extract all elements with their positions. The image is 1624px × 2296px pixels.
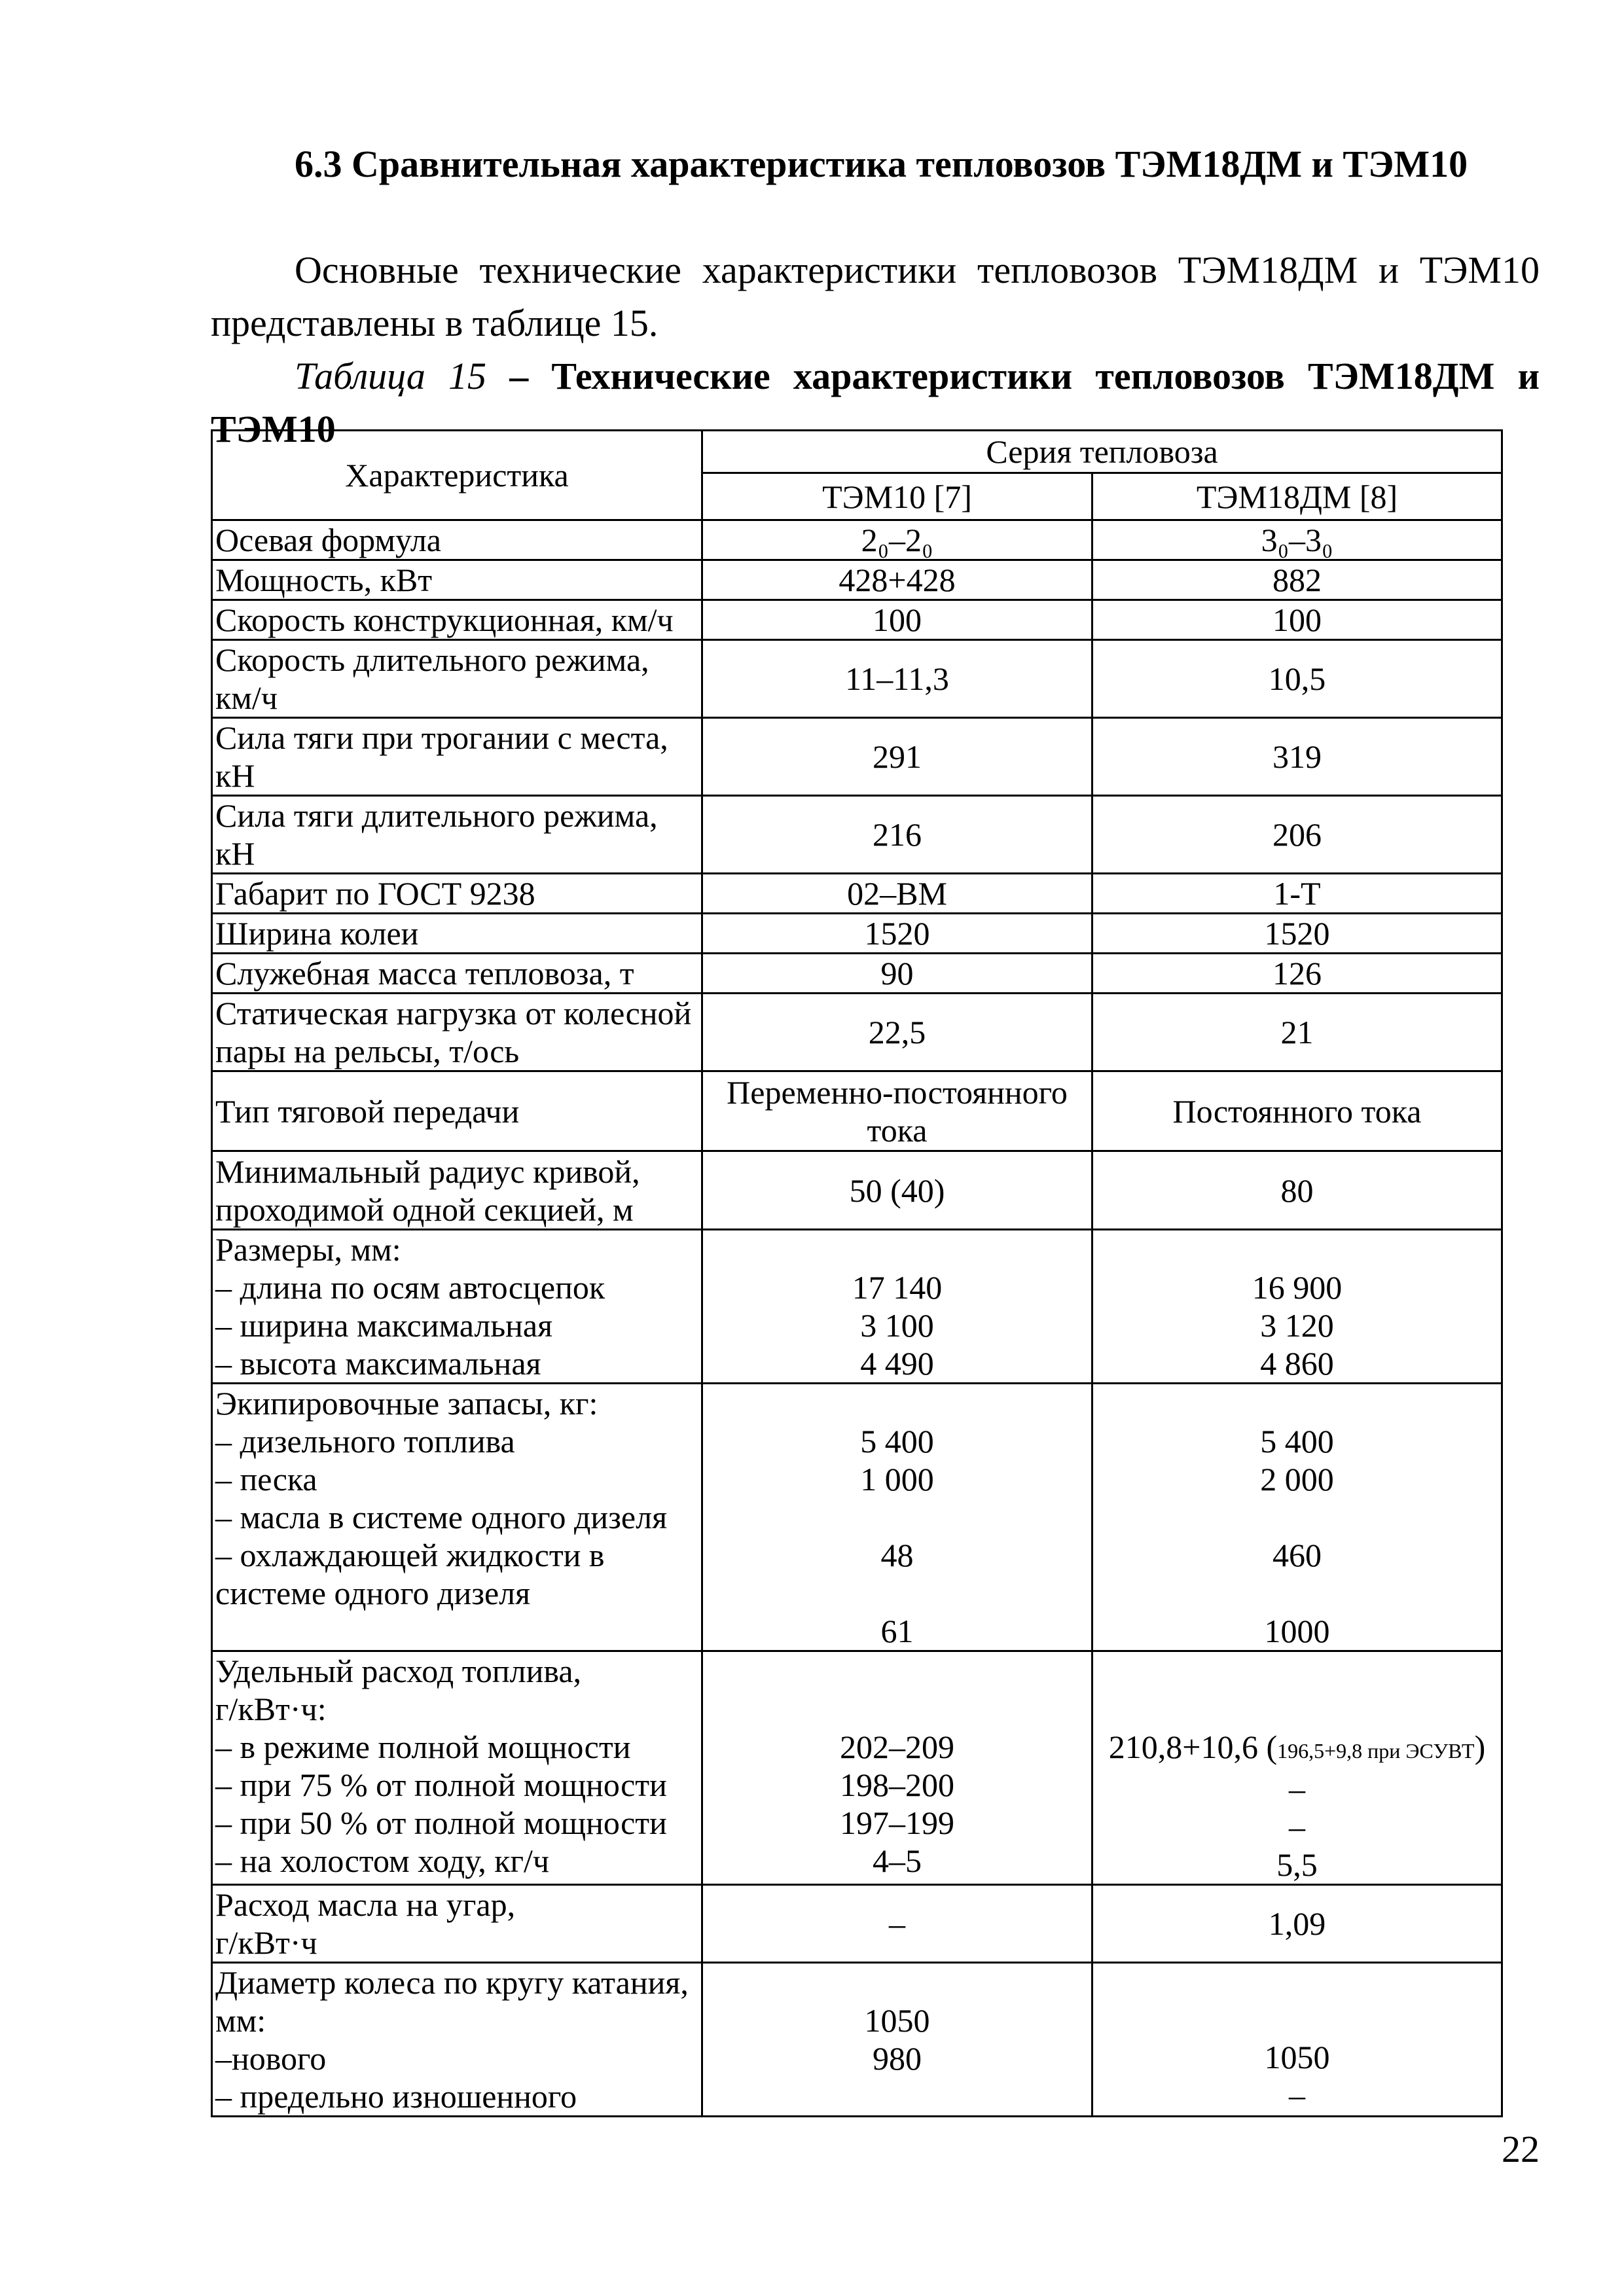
row-label: Минимальный радиус кривой, проходимой од… xyxy=(211,1150,703,1230)
tem18dm-value: 1520 xyxy=(1091,912,1503,954)
tem10-value: 22,5 xyxy=(701,992,1093,1072)
tem18dm-value: Постоянного тока xyxy=(1091,1070,1503,1152)
table-row: Сила тяги при трогании с места, кН 291 319 xyxy=(211,717,1503,797)
tem10-value: – xyxy=(701,1884,1093,1964)
tem10-value: 50 (40) xyxy=(701,1150,1093,1230)
row-label: Служебная масса тепловоза, т xyxy=(211,952,703,994)
tem18dm-value: 126 xyxy=(1091,952,1503,994)
fuel-full-power-value: 210,8+10,6 ( xyxy=(1108,1729,1278,1765)
tem18dm-value: 10,5 xyxy=(1091,639,1503,719)
tem10-value: 428+428 xyxy=(701,559,1093,601)
row-label: Диаметр колеса по кругу катания, мм: –но… xyxy=(211,1962,703,2117)
row-label: Габарит по ГОСТ 9238 xyxy=(211,872,703,914)
table-row: Габарит по ГОСТ 9238 02–ВМ 1-Т xyxy=(211,872,1503,914)
table-row: Минимальный радиус кривой, проходимой од… xyxy=(211,1150,1503,1230)
tem18dm-value: 21 xyxy=(1091,992,1503,1072)
tem10-value: 17 140 3 100 4 490 xyxy=(701,1229,1093,1384)
row-label: Статическая нагрузка от колесной пары на… xyxy=(211,992,703,1072)
row-label: Мощность, кВт xyxy=(211,559,703,601)
tem10-value: 02–ВМ xyxy=(701,872,1093,914)
table-row: Тип тяговой передачи Переменно-постоянног… xyxy=(211,1070,1503,1152)
table-row: Ширина колеи 1520 1520 xyxy=(211,912,1503,954)
specs-table: Характеристика Серия тепловоза ТЭМ10 [7]… xyxy=(211,429,1503,2117)
row-label: Экипировочные запасы, кг: – дизельного т… xyxy=(211,1382,703,1652)
tem18dm-value: 16 900 3 120 4 860 xyxy=(1091,1229,1503,1384)
table-caption: Таблица 15 – Технические характеристики … xyxy=(211,350,1540,456)
header-characteristic: Характеристика xyxy=(211,429,703,521)
tem10-value: 100 xyxy=(701,599,1093,641)
table-row: Расход масла на угар, г/кВт·ч –1,09 xyxy=(211,1884,1503,1964)
table-row: Скорость конструкционная, км/ч 100 100 xyxy=(211,599,1503,641)
tem18dm-value: 882 xyxy=(1091,559,1503,601)
table-row: Осевая формула 2₀–2₀ 3₀–3₀ xyxy=(211,519,1503,561)
row-label: Удельный расход топлива, г/кВт·ч: – в ре… xyxy=(211,1650,703,1886)
table-row: Диаметр колеса по кругу катания, мм: –но… xyxy=(211,1962,1503,2117)
header-series: Серия тепловоза xyxy=(701,429,1503,474)
table-row: Скорость длительного режима, км/ч 11–11,3… xyxy=(211,639,1503,719)
tem18dm-value: 3₀–3₀ xyxy=(1091,519,1503,561)
tem10-value: 2₀–2₀ xyxy=(701,519,1093,561)
table-row: Статическая нагрузка от колесной пары на… xyxy=(211,992,1503,1072)
tem10-value: 216 xyxy=(701,795,1093,874)
row-label: Скорость конструкционная, км/ч xyxy=(211,599,703,641)
header-tem18dm: ТЭМ18ДМ [8] xyxy=(1091,472,1503,521)
section-heading: 6.3 Сравнительная характеристика теплово… xyxy=(295,143,1468,185)
row-label: Размеры, мм: – длина по осям автосцепок … xyxy=(211,1229,703,1384)
tem10-value: 90 xyxy=(701,952,1093,994)
caption-dash: – xyxy=(486,355,552,397)
tem18dm-value: 206 xyxy=(1091,795,1503,874)
fuel-note-close: ) xyxy=(1474,1729,1486,1765)
table-subheader-row: ТЭМ10 [7] ТЭМ18ДМ [8] xyxy=(212,472,1503,521)
tem18dm-value: 210,8+10,6 (196,5+9,8 при ЭСУВТ) – – 5,5 xyxy=(1091,1650,1503,1886)
table-row: Размеры, мм: – длина по осям автосцепок … xyxy=(211,1229,1503,1384)
fuel-other-values: – – 5,5 xyxy=(1276,1770,1318,1883)
tem10-value: 1050 980 xyxy=(701,1962,1093,2117)
caption-title: Технические характеристики тепловозов ТЭ… xyxy=(211,355,1540,450)
intro-paragraph: Основные технические характеристики тепл… xyxy=(211,249,1540,344)
tem18dm-value: 80 xyxy=(1091,1150,1503,1230)
page-number: 22 xyxy=(1502,2128,1540,2170)
tem10-value: 1520 xyxy=(701,912,1093,954)
tem18dm-value: 100 xyxy=(1091,599,1503,641)
caption-label: Таблица 15 xyxy=(295,355,487,397)
row-label: Ширина колеи xyxy=(211,912,703,954)
tem18dm-value: 1,09 xyxy=(1091,1884,1503,1964)
row-label: Сила тяги при трогании с места, кН xyxy=(211,717,703,797)
table-row: Удельный расход топлива, г/кВт·ч: – в ре… xyxy=(211,1650,1503,1886)
tem18dm-value: 1050 – xyxy=(1091,1962,1503,2117)
row-label: Тип тяговой передачи xyxy=(211,1070,703,1152)
row-label: Сила тяги длительного режима, кН xyxy=(211,795,703,874)
table-row: Сила тяги длительного режима, кН 216 206 xyxy=(211,795,1503,874)
table-row: Служебная масса тепловоза, т 90 126 xyxy=(211,952,1503,994)
table-row: Экипировочные запасы, кг: – дизельного т… xyxy=(211,1382,1503,1652)
tem10-value: 5 400 1 000 48 61 xyxy=(701,1382,1093,1652)
fuel-note: 196,5+9,8 при ЭСУВТ xyxy=(1277,1739,1475,1763)
row-label: Скорость длительного режима, км/ч xyxy=(211,639,703,719)
tem18dm-value: 319 xyxy=(1091,717,1503,797)
tem10-value: 11–11,3 xyxy=(701,639,1093,719)
table-row: Мощность, кВт 428+428 882 xyxy=(211,559,1503,601)
tem18dm-value: 1-Т xyxy=(1091,872,1503,914)
tem18dm-value: 5 400 2 000 460 1000 xyxy=(1091,1382,1503,1652)
row-label: Расход масла на угар, г/кВт·ч xyxy=(211,1884,703,1964)
tem10-value: 202–209 198–200 197–199 4–5 xyxy=(701,1650,1093,1886)
tem10-value: 291 xyxy=(701,717,1093,797)
table-header-row: Характеристика Серия тепловоза xyxy=(211,429,1503,521)
header-tem10: ТЭМ10 [7] xyxy=(701,472,1093,521)
tem10-value: Переменно-постоянного тока xyxy=(701,1070,1093,1152)
row-label: Осевая формула xyxy=(211,519,703,561)
